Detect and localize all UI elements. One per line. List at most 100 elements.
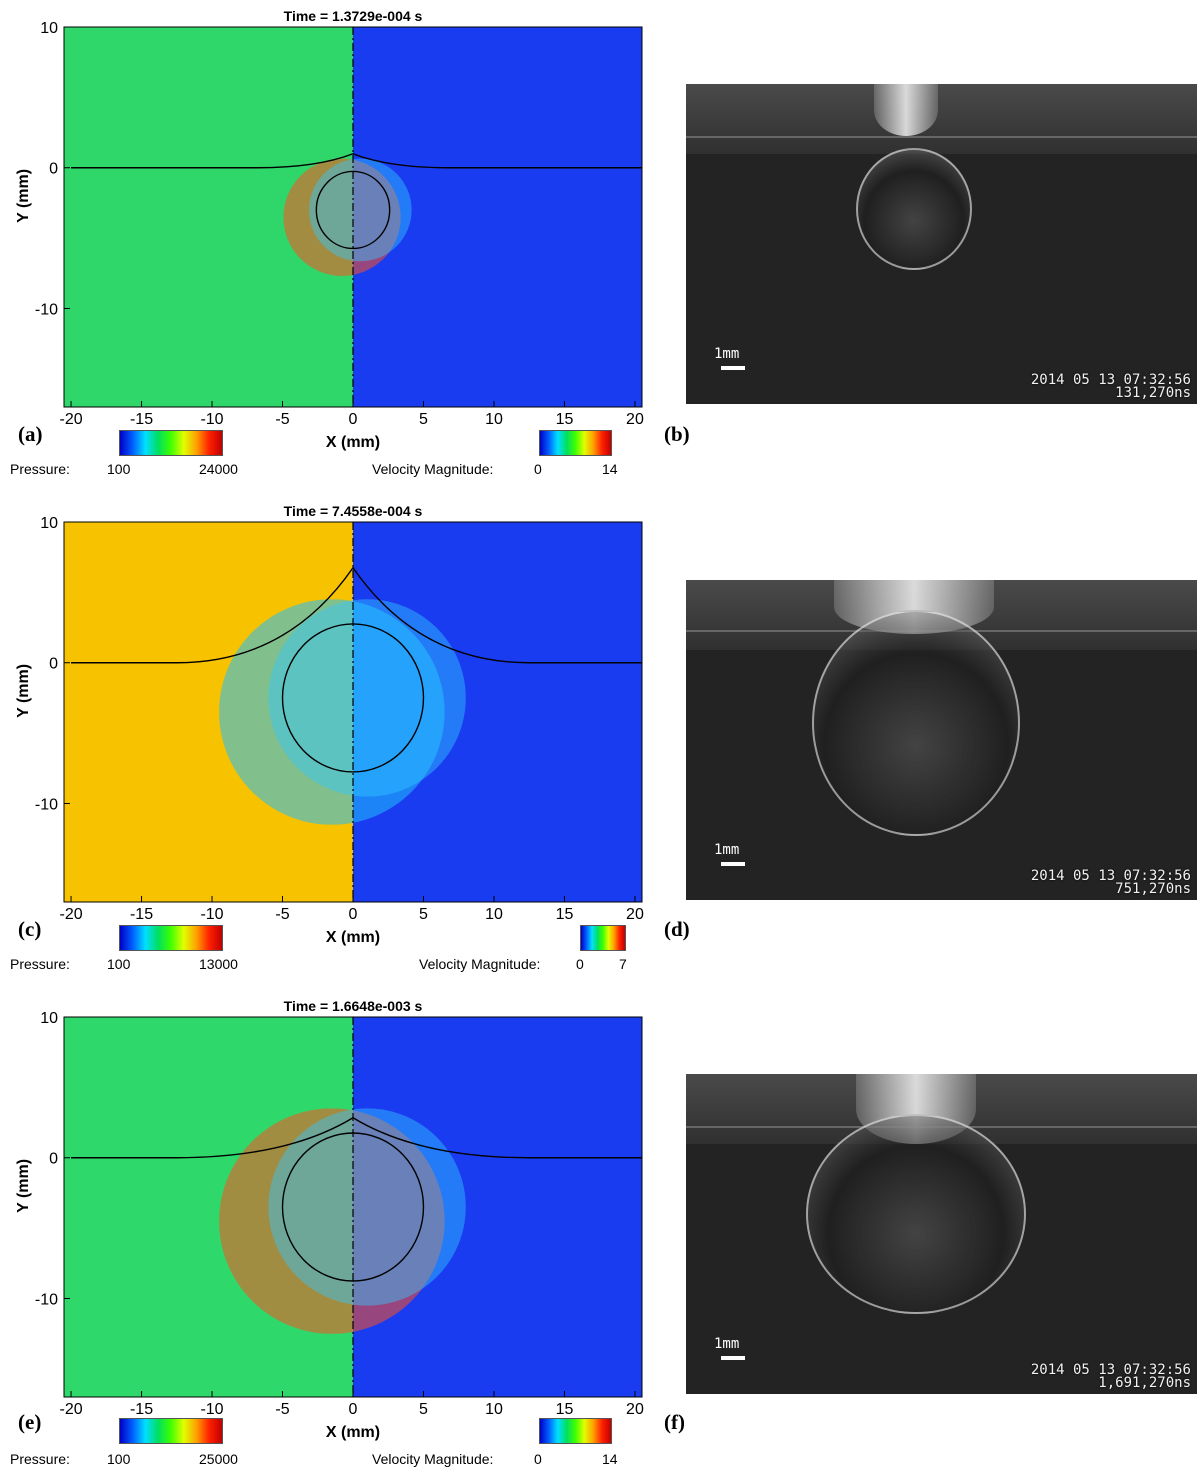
x-tick-label: 0 (349, 411, 358, 428)
timestamp: 2014 05 13 07:32:56 751,270ns (1030, 868, 1191, 897)
y-tick-label: 10 (40, 20, 58, 37)
x-tick-label: -15 (130, 906, 153, 923)
bubble-image (812, 610, 1020, 836)
x-tick-label: -10 (200, 411, 223, 428)
pressure-min: 100 (107, 461, 131, 477)
scale-label: 1mm (714, 842, 740, 858)
time-title: Time = 7.4558e-004 s (283, 503, 423, 519)
y-tick-label: 10 (40, 515, 58, 532)
y-axis-label: Y (mm) (15, 169, 32, 223)
scale-label: 1mm (714, 1336, 740, 1352)
velocity-max: 14 (602, 461, 618, 477)
x-tick-label: -5 (275, 906, 289, 923)
x-tick-label: -20 (59, 411, 82, 428)
velocity-min: 0 (534, 1451, 542, 1467)
pressure-colorbar (119, 925, 223, 951)
scale-bar (721, 1356, 745, 1360)
x-axis-label: X (mm) (326, 929, 380, 946)
simulation-plot: -20 -15 -10 -5 0 5 10 15 20 10 0 -10 X (mm) Y (mm) (15, 20, 644, 451)
velocity-colorbar (580, 925, 626, 951)
x-tick-label: 15 (556, 1401, 574, 1418)
panel-label-e: (e) (18, 1410, 42, 1434)
scale-label: 1mm (714, 346, 740, 362)
scale-bar (721, 862, 745, 866)
experiment-photo: 1mm 2014 05 13 07:32:56 1,691,270ns (686, 1074, 1197, 1394)
pressure-label: Pressure: (10, 461, 70, 477)
x-tick-label: -20 (59, 906, 82, 923)
nozzle (874, 84, 938, 136)
bubble-image (806, 1114, 1026, 1314)
y-tick-label: -10 (35, 796, 58, 813)
velocity-max: 14 (602, 1451, 618, 1467)
x-tick-label: 15 (556, 411, 574, 428)
pressure-colorbar (119, 1418, 223, 1444)
panel-label-a: (a) (18, 422, 43, 446)
x-axis-label: X (mm) (326, 434, 380, 451)
y-tick-label: -10 (35, 301, 58, 318)
experiment-photo: 1mm 2014 05 13 07:32:56 751,270ns (686, 580, 1197, 900)
x-tick-label: -15 (130, 411, 153, 428)
simulation-plot: -20 -15 -10 -5 0 5 10 15 20 10 0 -10 X (mm) Y (mm) (15, 1010, 644, 1441)
panel-label-b: (b) (664, 422, 690, 446)
x-tick-label: -15 (130, 1401, 153, 1418)
simulation-plot: -20 -15 -10 -5 0 5 10 15 20 10 0 -10 X (mm) Y (mm) (15, 515, 644, 946)
velocity-hotspot (268, 1108, 466, 1306)
x-tick-label: -10 (200, 906, 223, 923)
pressure-hotspot (219, 599, 445, 825)
x-tick-label: 10 (485, 906, 503, 923)
pressure-hotspot (283, 159, 400, 276)
velocity-min: 0 (534, 461, 542, 477)
x-tick-label: -10 (200, 1401, 223, 1418)
velocity-label: Velocity Magnitude: (419, 956, 541, 972)
x-tick-label: 5 (419, 1401, 428, 1418)
pressure-label: Pressure: (10, 1451, 70, 1467)
velocity-hotspot (268, 599, 466, 797)
y-tick-label: 0 (49, 1151, 58, 1168)
x-tick-label: -20 (59, 1401, 82, 1418)
velocity-field (353, 27, 642, 407)
time-title: Time = 1.6648e-003 s (283, 998, 423, 1014)
x-tick-label: 20 (626, 1401, 644, 1418)
x-tick-label: -5 (275, 1401, 289, 1418)
velocity-label: Velocity Magnitude: (372, 461, 494, 477)
x-tick-label: -5 (275, 411, 289, 428)
figure-row-1: Time = 1.3729e-004 s -20 -15 -10 -5 0 5 10 15 20… (0, 0, 1204, 490)
pressure-max: 25000 (199, 1451, 238, 1467)
x-tick-label: 15 (556, 906, 574, 923)
y-tick-label: -10 (35, 1291, 58, 1308)
y-axis-label: Y (mm) (15, 664, 32, 718)
y-tick-label: 0 (49, 161, 58, 178)
pressure-label: Pressure: (10, 956, 70, 972)
velocity-colorbar (539, 1418, 612, 1444)
velocity-max: 7 (619, 956, 627, 972)
pressure-colorbar (119, 430, 223, 456)
velocity-min: 0 (576, 956, 584, 972)
panel-label-f: (f) (664, 1410, 685, 1434)
timestamp: 2014 05 13 07:32:56 131,270ns (1030, 372, 1191, 401)
x-tick-label: 20 (626, 906, 644, 923)
x-tick-label: 5 (419, 411, 428, 428)
x-tick-label: 20 (626, 411, 644, 428)
y-axis-label: Y (mm) (15, 1159, 32, 1213)
panel-label-d: (d) (664, 917, 690, 941)
x-tick-label: 10 (485, 411, 503, 428)
y-tick-label: 0 (49, 656, 58, 673)
velocity-label: Velocity Magnitude: (372, 1451, 494, 1467)
pressure-min: 100 (107, 956, 131, 972)
panel-label-c: (c) (18, 917, 42, 941)
y-tick-label: 10 (40, 1010, 58, 1027)
velocity-colorbar (539, 430, 612, 456)
x-tick-label: 0 (349, 906, 358, 923)
experiment-photo: 1mm 2014 05 13 07:32:56 131,270ns (686, 84, 1197, 404)
scale-bar (721, 366, 745, 370)
timestamp: 2014 05 13 07:32:56 1,691,270ns (1030, 1362, 1191, 1391)
figure-row-3: Time = 1.6648e-003 s -20 -15 -10 -5 0 5 10 15 20… (0, 990, 1204, 1480)
free-surface-line (71, 152, 642, 169)
x-tick-label: 5 (419, 906, 428, 923)
x-tick-label: 0 (349, 1401, 358, 1418)
x-axis-label: X (mm) (326, 1424, 380, 1441)
x-tick-label: 10 (485, 1401, 503, 1418)
pressure-hotspot (219, 1108, 445, 1334)
time-title: Time = 1.3729e-004 s (283, 8, 423, 24)
figure-row-2: Time = 7.4558e-004 s -20 -15 -10 -5 0 5 10 15 20… (0, 495, 1204, 985)
